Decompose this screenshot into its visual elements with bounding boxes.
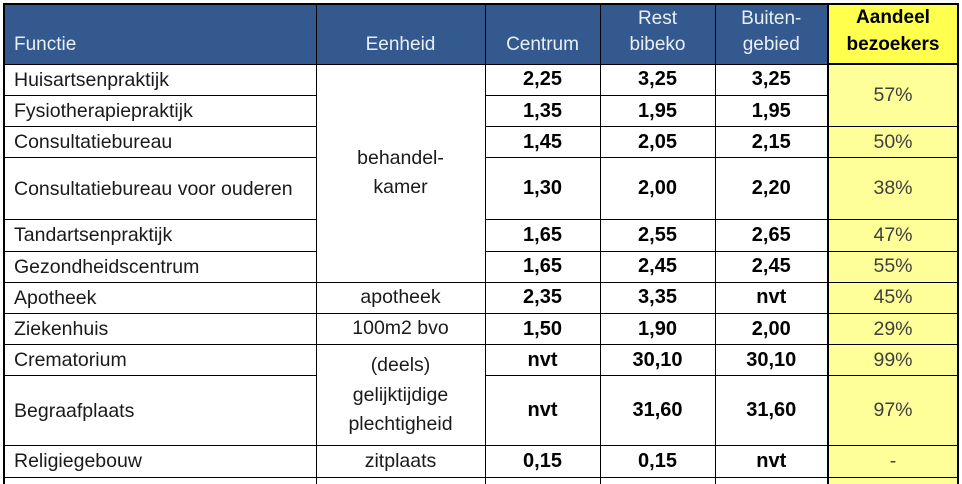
cell-buitengebied: 30,10 [714,344,829,377]
cell-rest-bibeko: 2,45 [599,250,716,283]
cell-aandeel-bezoekers: 55% [827,250,959,283]
cell-functie: Ziekenhuis [3,312,317,346]
parkeernormen-table: Functie Eenheid Centrum Rest bibeko Buit… [3,2,959,484]
header-row: Functie Eenheid Centrum Rest bibeko Buit… [3,2,959,66]
table-row: Consultatiebureau voor ouderen 1,30 2,00… [3,157,959,221]
cell-functie: Tandartsenpraktijk [3,219,317,252]
column-header-aandeel-bezoekers: Aandeel bezoekers [827,2,959,66]
cell-eenheid: 100m2 bvo [315,312,486,346]
cell-rest-bibeko: 0,15 [599,445,716,478]
cell-centrum: nvt [484,375,601,447]
table-row: Apotheek apotheek 2,35 3,35 nvt 45% [3,281,959,315]
cell-functie: Crematorium [3,344,317,377]
table-row: Consultatiebureau 1,45 2,05 2,15 50% [3,126,959,159]
cell-aandeel-bezoekers: 45% [827,281,959,315]
table-row: Religiegebouw zitplaats 0,15 0,15 nvt - [3,445,959,478]
cell-buitengebied: nvt [714,281,829,315]
cell-centrum: nvt [484,344,601,377]
cell-buitengebied: 31,60 [714,375,829,447]
column-header-buitengebied: Buiten- gebied [714,3,829,65]
column-header-centrum: Centrum [484,3,601,65]
cell-buitengebied: 3,25 [714,63,829,96]
cell-functie: Religiegebouw [3,445,317,478]
cell-buitengebied: nvt [714,476,829,484]
cell-buitengebied: 2,00 [714,312,829,346]
cell-rest-bibeko: 1,90 [599,312,716,346]
table-row: Huisartsenpraktijk behandel- kamer 2,25 … [3,63,959,283]
cell-rest-bibeko: 2,55 [599,219,716,252]
cell-rest-bibeko: 3,35 [599,281,716,315]
cell-centrum: 1,45 [484,126,601,159]
cell-aandeel-bezoekers: - [827,445,959,478]
cell-centrum: 1,35 [484,94,601,128]
table-row: Begraafplaats nvt 31,60 31,60 97% [3,375,959,447]
cell-centrum: 0,15 [484,445,601,478]
cell-eenheid-merged: (deels) gelijktijdige plechtigheid [315,344,486,447]
cell-rest-bibeko: 1,95 [599,94,716,128]
cell-aandeel-bezoekers: 47% [827,219,959,252]
cell-centrum: 0,60 [484,476,601,484]
cell-functie: Consultatiebureau voor ouderen [3,157,317,221]
table-row: Gezondheidscentrum 1,65 2,45 2,45 55% [3,250,959,283]
cell-functie: Consultatiebureau [3,126,317,159]
cell-buitengebied: 1,95 [714,94,829,128]
table-row: Verpleeg-verzorgingstehuis wooneenheid 0… [3,476,959,484]
cell-centrum: 2,35 [484,281,601,315]
cell-centrum: 2,25 [484,63,601,96]
cell-functie: Apotheek [3,281,317,315]
cell-centrum: 1,65 [484,219,601,252]
table-row: Ziekenhuis 100m2 bvo 1,50 1,90 2,00 29% [3,312,959,346]
cell-buitengebied: 2,15 [714,126,829,159]
cell-centrum: 1,50 [484,312,601,346]
cell-aandeel-bezoekers: 29% [827,312,959,346]
column-header-rest-bibeko: Rest bibeko [599,3,716,65]
cell-eenheid: wooneenheid [315,476,486,484]
cell-rest-bibeko: 2,05 [599,126,716,159]
cell-rest-bibeko: 31,60 [599,375,716,447]
cell-eenheid: zitplaats [315,445,486,478]
cell-aandeel-bezoekers: 38% [827,157,959,221]
cell-rest-bibeko: 2,00 [599,157,716,221]
column-header-eenheid: Eenheid [315,3,486,65]
table-row: Crematorium (deels) gelijktijdige plecht… [3,344,959,447]
cell-functie: Begraafplaats [3,375,317,447]
cell-rest-bibeko: 0,60 [599,476,716,484]
cell-buitengebied: 2,45 [714,250,829,283]
cell-centrum: 1,30 [484,157,601,221]
cell-centrum: 1,65 [484,250,601,283]
cell-eenheid-merged: behandel- kamer [315,63,486,283]
cell-aandeel-bezoekers: 97% [827,375,959,447]
cell-buitengebied: nvt [714,445,829,478]
cell-aandeel-bezoekers: 99% [827,344,959,377]
cell-eenheid: apotheek [315,281,486,315]
cell-rest-bibeko: 3,25 [599,63,716,96]
table-row: Tandartsenpraktijk 1,65 2,55 2,65 47% [3,219,959,252]
cell-aandeel-bezoekers: 50% [827,126,959,159]
cell-aandeel-bezoekers-merged: 57% [827,63,959,128]
column-header-functie: Functie [3,3,317,65]
cell-functie: Verpleeg-verzorgingstehuis [3,476,317,484]
cell-rest-bibeko: 30,10 [599,344,716,377]
table-row: Fysiotherapiepraktijk 1,35 1,95 1,95 [3,94,958,128]
cell-functie: Huisartsenpraktijk [3,63,317,96]
cell-buitengebied: 2,65 [714,219,829,252]
cell-functie: Gezondheidscentrum [3,250,317,283]
cell-aandeel-bezoekers: 60% [827,476,959,484]
cell-buitengebied: 2,20 [714,157,829,221]
cell-functie: Fysiotherapiepraktijk [3,94,317,128]
